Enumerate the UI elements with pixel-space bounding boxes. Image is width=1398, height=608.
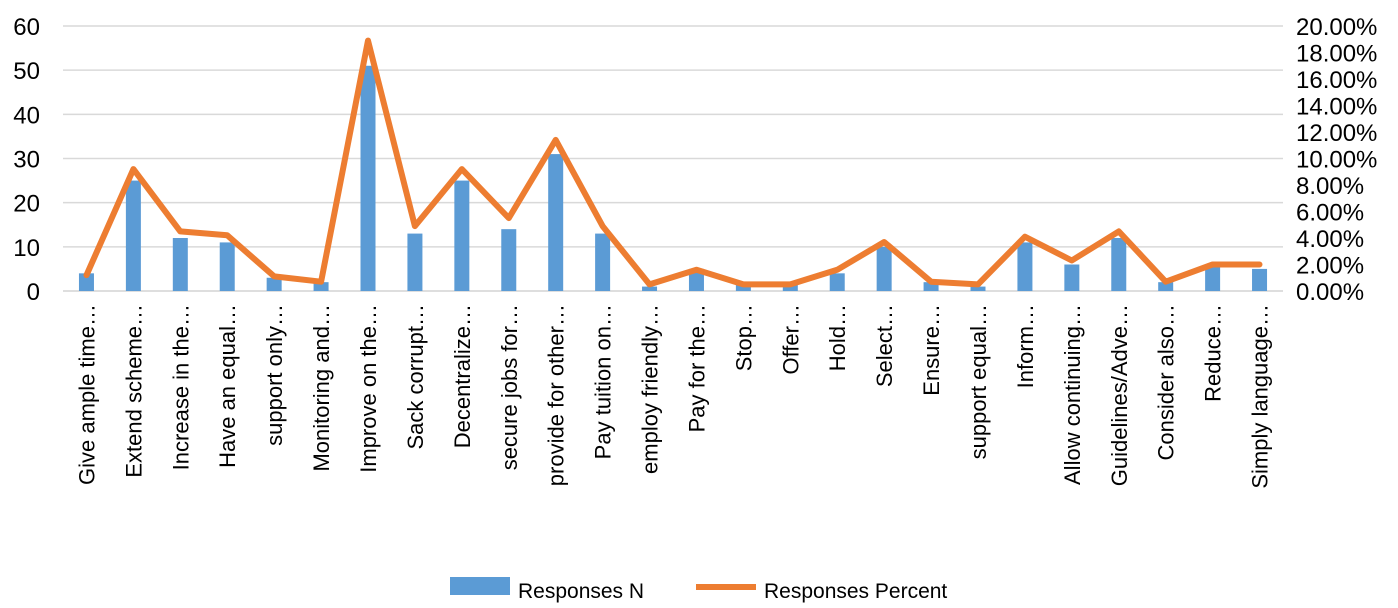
bar [923, 282, 939, 291]
category-label: Decentralize… [450, 304, 475, 448]
category-label: Stop… [731, 304, 756, 371]
category-label: employ friendly… [638, 304, 663, 474]
left-tick-label: 20 [13, 191, 40, 218]
category-label: Allow continuing… [1060, 304, 1085, 485]
category-label: Offer… [778, 304, 803, 375]
bar [595, 233, 611, 291]
category-label: Select… [872, 304, 897, 387]
category-label: Guidelines/Adve… [1107, 304, 1132, 486]
legend: Responses N Responses Percent [450, 577, 947, 603]
category-label: Simply language… [1248, 304, 1273, 489]
bar [172, 238, 188, 291]
category-label: Hold… [825, 304, 850, 371]
category-label: Improve on the… [356, 304, 381, 473]
category-label: provide for other… [544, 304, 569, 486]
category-label: Give ample time… [74, 304, 99, 485]
left-tick-label: 30 [13, 147, 40, 174]
left-tick-label: 0 [27, 279, 40, 306]
bar [266, 277, 282, 291]
bar [501, 229, 517, 291]
category-label: Inform… [1013, 304, 1038, 388]
bar [78, 273, 94, 291]
legend-label-line: Responses Percent [764, 580, 947, 603]
line-series [83, 37, 1263, 288]
right-tick-label: 12.00% [1296, 120, 1377, 147]
bar-series [78, 65, 1268, 291]
percent-line [83, 37, 1263, 288]
left-tick-label: 40 [13, 102, 40, 129]
bar [970, 286, 986, 291]
right-tick-label: 0.00% [1296, 279, 1364, 306]
category-label: Have an equal… [215, 304, 240, 468]
category-label: support equal… [966, 304, 991, 459]
bar [313, 282, 329, 291]
category-label: support only… [262, 304, 287, 446]
bar [219, 242, 235, 291]
left-axis: 0 10 20 30 40 50 60 [13, 14, 40, 306]
right-tick-label: 2.00% [1296, 253, 1364, 280]
bar [688, 268, 704, 291]
bar [642, 286, 658, 291]
bar [1017, 242, 1033, 291]
gridlines [63, 25, 1283, 292]
category-label: Pay for the… [684, 304, 709, 432]
bar [454, 180, 470, 291]
right-tick-label: 4.00% [1296, 226, 1364, 253]
bar [548, 154, 564, 291]
right-tick-label: 20.00% [1296, 14, 1377, 41]
category-label: Extend scheme… [121, 304, 146, 478]
category-label: Increase in the… [168, 304, 193, 470]
legend-label-bars: Responses N [518, 580, 644, 603]
left-tick-label: 60 [13, 14, 40, 41]
right-tick-label: 8.00% [1296, 173, 1364, 200]
right-tick-label: 6.00% [1296, 200, 1364, 227]
category-label: Ensure… [919, 304, 944, 396]
right-tick-label: 18.00% [1296, 41, 1377, 68]
right-tick-label: 16.00% [1296, 67, 1377, 94]
right-tick-label: 14.00% [1296, 94, 1377, 121]
legend-swatch-bars [450, 577, 510, 595]
bar [1252, 268, 1268, 291]
category-label: Monitoring and… [309, 304, 334, 472]
category-label: Pay tuition on… [591, 304, 616, 459]
x-axis-labels: Give ample time… Extend scheme… Increase i… [74, 304, 1272, 489]
left-tick-label: 10 [13, 235, 40, 262]
bar [125, 180, 141, 291]
category-label: Sack corrupt… [403, 304, 428, 450]
right-tick-label: 10.00% [1296, 147, 1377, 174]
right-axis: 0.00%2.00%4.00%6.00%8.00%10.00%12.00%14.… [1296, 14, 1377, 306]
bar [1205, 264, 1221, 291]
bar [407, 233, 423, 291]
category-label: Consider also… [1154, 304, 1179, 461]
bar [876, 246, 892, 291]
bar [829, 273, 845, 291]
left-tick-label: 50 [13, 58, 40, 85]
category-label: Reduce… [1201, 304, 1226, 402]
bar [1111, 238, 1127, 291]
category-label: secure jobs for… [497, 304, 522, 470]
bar [1064, 264, 1080, 291]
bar [1158, 282, 1174, 291]
bar [360, 65, 376, 291]
